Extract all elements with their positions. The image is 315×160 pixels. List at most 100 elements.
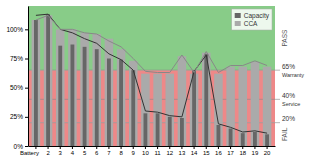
x-tick-label: 5 — [83, 150, 87, 156]
bar — [217, 125, 221, 146]
legend: CapacityCCA — [232, 9, 272, 30]
x-axis: Battery234567891011121314151617181920 — [20, 146, 276, 156]
bar-series — [34, 14, 269, 146]
bar — [180, 118, 184, 146]
x-tick: 2 — [46, 146, 50, 156]
x-tick-mark — [169, 146, 170, 149]
x-tick: 11 — [154, 146, 161, 156]
x-tick: 20 — [264, 146, 271, 156]
bar — [83, 47, 87, 146]
y-tick: 25% — [10, 113, 28, 120]
bar — [80, 33, 89, 146]
x-axis-line — [29, 146, 276, 147]
bar — [119, 60, 123, 146]
x-tick-label: 3 — [59, 150, 63, 156]
x-tick: 6 — [95, 146, 99, 156]
x-tick-label: 20 — [264, 150, 271, 156]
bar — [117, 49, 126, 146]
x-tick-mark — [254, 146, 255, 149]
x-tick-label: 8 — [119, 150, 123, 156]
x-tick-label: 13 — [179, 150, 186, 156]
x-tick-label: Battery — [20, 150, 39, 156]
reference-tick — [275, 122, 280, 123]
reference-value: 40% — [282, 92, 295, 99]
bar — [68, 29, 77, 146]
x-tick-label: 9 — [132, 150, 136, 156]
x-tick-label: 14 — [191, 150, 198, 156]
zone-label: PASS — [281, 29, 288, 47]
bar — [56, 29, 65, 146]
y-tick: 75% — [10, 55, 28, 62]
bar — [263, 67, 272, 146]
x-tick: 7 — [107, 146, 111, 156]
legend-item: CCA — [235, 20, 258, 27]
x-tick-label: 6 — [95, 150, 99, 156]
x-tick-mark — [84, 146, 85, 149]
reference-value: 20% — [282, 115, 295, 122]
x-tick-mark — [194, 146, 195, 149]
bar-series — [32, 15, 272, 146]
right-labels: 65%Warranty40%Service20%FAILPASS — [275, 29, 304, 141]
y-tick-mark — [25, 88, 28, 89]
x-tick-label: 12 — [166, 150, 173, 156]
bar — [70, 45, 74, 147]
x-tick-label: 15 — [203, 150, 210, 156]
legend-box — [232, 9, 272, 30]
marks — [28, 6, 275, 146]
bar — [226, 67, 235, 146]
x-tick-mark — [121, 146, 122, 149]
reference-line — [28, 70, 275, 71]
bar — [192, 70, 196, 146]
x-tick-mark — [218, 146, 219, 149]
y-tick: 50% — [10, 84, 28, 91]
reference-value: 65% — [282, 63, 295, 70]
y-tick-label: 100% — [6, 26, 23, 33]
bar — [229, 129, 233, 147]
legend-label: Capacity — [244, 12, 270, 20]
y-tick: 0% — [14, 143, 28, 150]
bar — [34, 20, 38, 146]
bar — [92, 34, 101, 146]
x-tick: 16 — [215, 146, 222, 156]
bar — [156, 113, 160, 146]
zone — [28, 123, 275, 146]
y-tick-label: 0% — [14, 143, 24, 150]
x-tick: 19 — [252, 146, 259, 156]
x-tick: 5 — [83, 146, 87, 156]
bar — [202, 53, 211, 146]
bar — [265, 134, 269, 146]
zone-label: FAIL — [281, 127, 288, 141]
bar — [46, 14, 50, 146]
y-tick-mark — [25, 117, 28, 118]
x-tick-label: 10 — [142, 150, 149, 156]
bar — [131, 70, 135, 146]
y-tick-mark — [25, 59, 28, 60]
reference-tick — [275, 70, 280, 71]
reference-tick — [275, 99, 280, 100]
bar — [143, 113, 147, 146]
x-tick-mark — [230, 146, 231, 149]
x-tick: 9 — [132, 146, 136, 156]
y-axis-line — [28, 7, 29, 147]
x-tick: 15 — [203, 146, 210, 156]
bar — [178, 56, 187, 146]
x-tick-label: 2 — [46, 150, 50, 156]
bar — [251, 62, 260, 146]
x-tick-mark — [35, 146, 36, 149]
x-tick: 13 — [179, 146, 186, 156]
zone — [28, 6, 275, 70]
y-tick: 100% — [6, 26, 28, 33]
bar — [241, 133, 245, 146]
x-tick: 10 — [142, 146, 149, 156]
zone — [28, 70, 275, 123]
bar — [165, 74, 174, 146]
bar — [95, 49, 99, 146]
plot-area: 0%25%50%75%100%Battery234567891011121314… — [6, 6, 304, 156]
y-axis: 0% 25% 50% 75% 100% — [6, 7, 28, 150]
trend-line — [36, 14, 267, 133]
legend-item: Capacity — [235, 12, 270, 20]
x-tick-mark — [108, 146, 109, 149]
x-tick: 12 — [166, 146, 173, 156]
x-tick-mark — [181, 146, 182, 149]
reference-text: Service — [282, 101, 300, 107]
